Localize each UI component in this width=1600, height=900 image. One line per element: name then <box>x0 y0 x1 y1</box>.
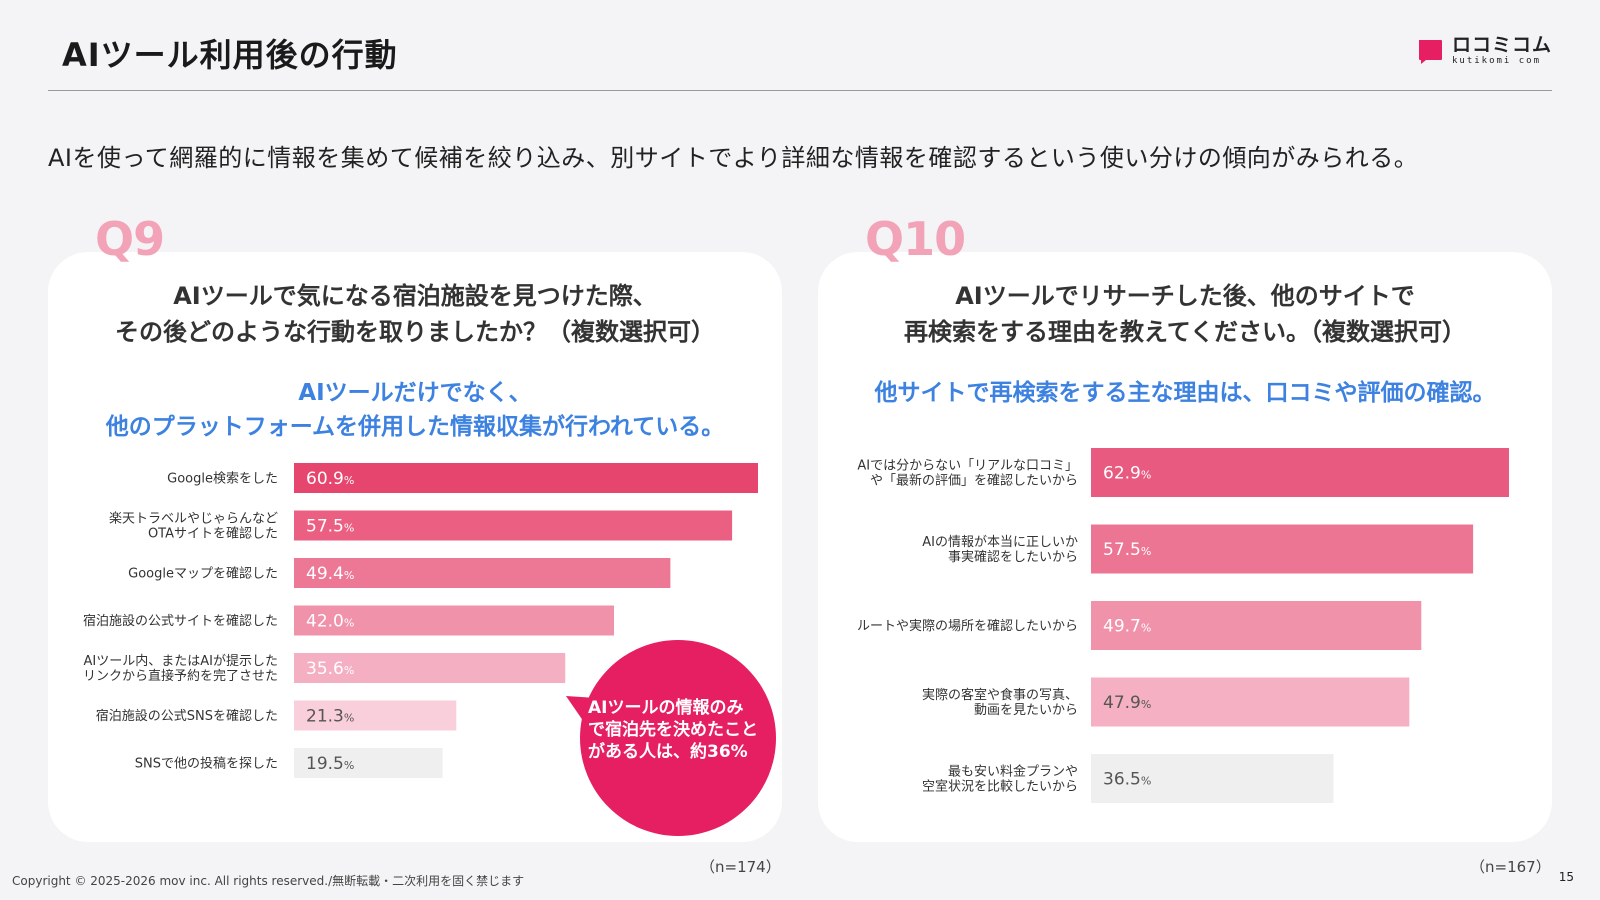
q10-question: AIツールでリサーチした後、他のサイトで 再検索をする理由を教えてください。（複… <box>818 278 1552 350</box>
q9-question-line2: その後どのような行動を取りましたか？（複数選択可） <box>115 318 715 346</box>
q9-answer: AIツールだけでなく、 他のプラットフォームを併用した情報収集が行われている。 <box>48 376 782 444</box>
q9-answer-line1: AIツールだけでなく、 <box>298 380 532 406</box>
page-number: 15 <box>1558 870 1574 884</box>
callout-bubble <box>566 640 776 836</box>
q9-sample-size: （n=174） <box>700 858 781 876</box>
copyright: Copyright © 2025-2026 mov inc. All right… <box>12 874 525 888</box>
q10-sample-size: （n=167） <box>1470 858 1551 876</box>
logo-subtext: kutikomi com <box>1451 56 1542 66</box>
q10-question-line2: 再検索をする理由を教えてください。（複数選択可） <box>903 318 1467 346</box>
q9-question: AIツールで気になる宿泊施設を見つけた際、 その後どのような行動を取りましたか？… <box>48 278 782 350</box>
q9-question-line1: AIツールで気になる宿泊施設を見つけた際、 <box>173 282 657 310</box>
q10-answer: 他サイトで再検索をする主な理由は、口コミや評価の確認。 <box>818 376 1552 410</box>
lead-text: AIを使って網羅的に情報を集めて候補を絞り込み、別サイトでより詳細な情報を確認す… <box>48 144 1419 172</box>
q9-label: Q9 <box>95 212 165 266</box>
q10-question-line1: AIツールでリサーチした後、他のサイトで <box>955 282 1415 310</box>
q10-answer-line1: 他サイトで再検索をする主な理由は、口コミや評価の確認。 <box>874 380 1496 406</box>
page-title: AIツール利用後の行動 <box>62 36 398 74</box>
speech-bubble-icon <box>1416 37 1444 65</box>
logo-text: ロコミコム <box>1451 34 1552 56</box>
q9-answer-line2: 他のプラットフォームを併用した情報収集が行われている。 <box>105 414 725 440</box>
q10-label: Q10 <box>865 212 966 266</box>
callout-text: AIツールの情報のみで宿泊先を決めたことがある人は、約36% <box>588 698 758 762</box>
brand-logo: ロコミコム kutikomi com <box>1416 36 1552 66</box>
header-divider <box>48 90 1552 91</box>
